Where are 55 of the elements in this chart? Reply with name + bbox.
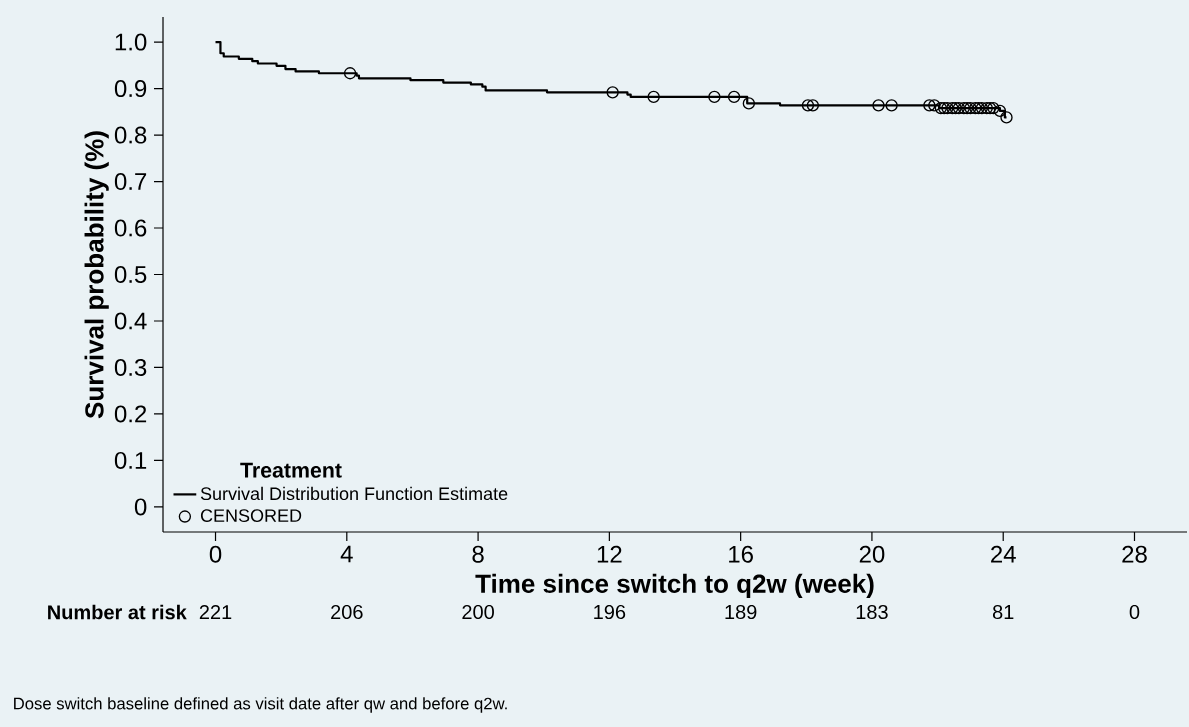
point: [993, 104, 1007, 118]
point: [960, 101, 974, 115]
text: 0: [1129, 604, 1140, 620]
legend-label: Survival Distribution Function Estimate: [200, 486, 508, 501]
text: 200: [462, 604, 494, 620]
text: Number at risk: [48, 604, 187, 620]
x-tick-label: 16: [729, 545, 753, 563]
point: [606, 86, 619, 99]
text: 81: [992, 604, 1014, 620]
point: [941, 101, 954, 115]
point: [923, 99, 936, 112]
y-tick-label: 0.5: [114, 265, 147, 283]
point: [727, 90, 741, 104]
point: [983, 101, 997, 115]
y-tick-label: 0.9: [114, 80, 147, 98]
point: [647, 90, 660, 104]
y-tick-label: 0.1: [114, 451, 147, 469]
text: 183: [856, 604, 888, 620]
y-tick-label: 1.0: [115, 33, 147, 51]
text: 221: [199, 605, 232, 619]
point: [708, 90, 721, 104]
point: [1000, 111, 1013, 124]
point: [885, 99, 898, 112]
x-axis-title: Time since switch to q2w (week): [475, 573, 874, 599]
point: [742, 97, 756, 110]
point: [801, 99, 815, 112]
point: [980, 101, 993, 115]
y-tick-label: 0.4: [114, 312, 147, 330]
point: [343, 67, 357, 80]
text: 189: [725, 604, 757, 620]
y-tick-label: 0.7: [114, 173, 147, 191]
point: [872, 99, 885, 112]
x-tick-label: 20: [859, 545, 885, 563]
legend-title: Treatment: [240, 462, 342, 478]
point: [964, 101, 977, 115]
y-tick-label: 0.8: [114, 126, 147, 144]
point: [957, 101, 970, 115]
x-tick-label: 28: [1122, 545, 1147, 563]
y-tick-label: 0.6: [114, 219, 147, 237]
x-tick-label: 8: [472, 545, 484, 563]
y-tick-label: 0.2: [114, 405, 147, 423]
x-tick-label: 12: [597, 545, 622, 563]
y-axis-title: Survival probability (%): [84, 131, 109, 419]
x-tick-label: 4: [340, 545, 353, 563]
text: 206: [331, 604, 363, 620]
legend-label: CENSORED: [200, 509, 302, 522]
point: [987, 101, 1000, 115]
text: Dose switch baseline defined as visit date after qw and before q2w.: [14, 697, 507, 713]
y-tick-label: 0: [134, 498, 147, 516]
text: 196: [594, 604, 626, 620]
y-tick-label: 0.3: [114, 358, 147, 376]
point: [928, 99, 941, 112]
x-tick-label: 24: [991, 545, 1016, 563]
x-tick-label: 0: [209, 545, 222, 563]
point: [806, 99, 820, 112]
